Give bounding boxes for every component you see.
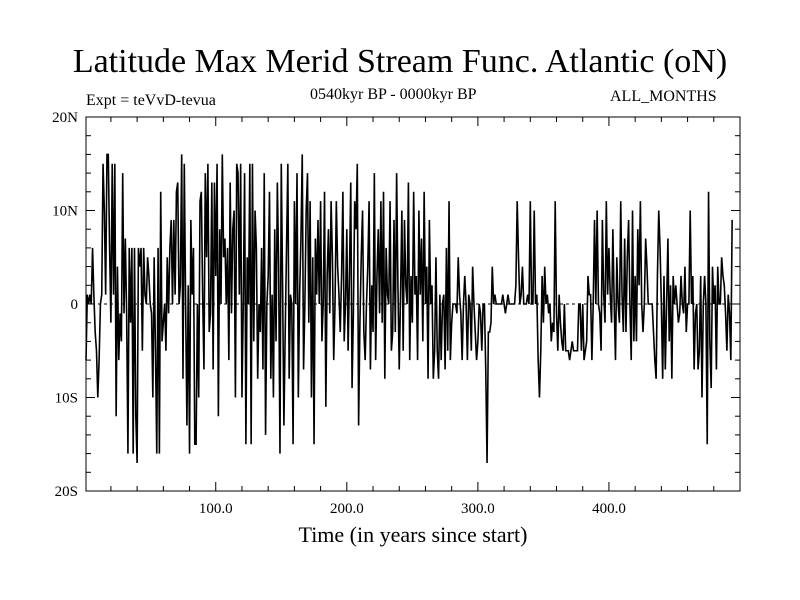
y-tick-label: 0 bbox=[71, 297, 79, 313]
experiment-label: Expt = teVvD-tevua bbox=[86, 92, 216, 109]
y-tick-label: 20N bbox=[52, 110, 78, 126]
x-axis-label: Time (in years since start) bbox=[298, 522, 528, 547]
x-tick-label: 200.0 bbox=[330, 501, 364, 517]
x-tick-label: 400.0 bbox=[592, 501, 626, 517]
series-line bbox=[85, 153, 733, 463]
months-label: ALL_MONTHS bbox=[610, 88, 717, 105]
x-tick-label: 100.0 bbox=[199, 501, 233, 517]
y-tick-label: 10N bbox=[52, 204, 78, 220]
period-label: 0540kyr BP - 0000kyr BP bbox=[310, 86, 477, 103]
y-tick-label: 20S bbox=[55, 484, 78, 500]
chart-title: Latitude Max Merid Stream Func. Atlantic… bbox=[72, 43, 728, 80]
y-tick-label: 10S bbox=[55, 391, 78, 407]
x-tick-label: 300.0 bbox=[461, 501, 495, 517]
